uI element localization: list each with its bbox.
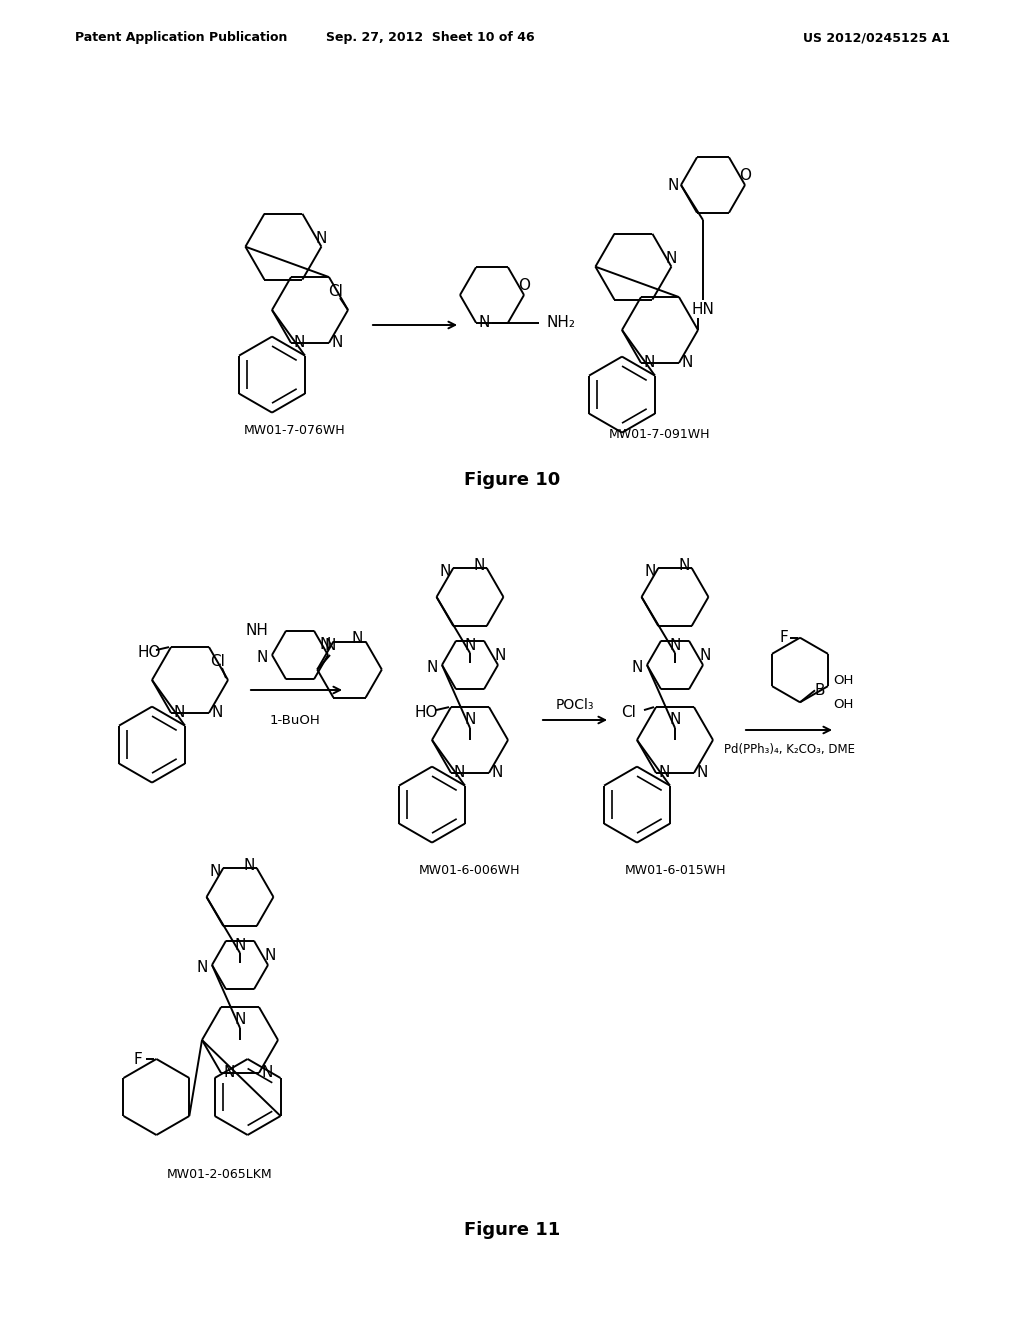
Text: N: N [352, 631, 364, 645]
Text: N: N [293, 335, 305, 350]
Text: N: N [197, 960, 208, 974]
Text: N: N [439, 564, 451, 578]
Text: HN: HN [691, 302, 715, 318]
Text: N: N [261, 1065, 272, 1080]
Text: F: F [134, 1052, 142, 1067]
Text: N: N [696, 766, 708, 780]
Text: N: N [223, 1065, 234, 1080]
Text: O: O [518, 277, 530, 293]
Text: Cl: Cl [622, 705, 636, 719]
Text: Patent Application Publication: Patent Application Publication [75, 32, 288, 45]
Text: N: N [332, 335, 343, 350]
Text: N: N [666, 251, 677, 267]
Text: OH: OH [833, 673, 853, 686]
Text: N: N [681, 355, 692, 371]
Text: MW01-6-006WH: MW01-6-006WH [419, 863, 521, 876]
Text: N: N [264, 948, 275, 962]
Text: N: N [426, 660, 437, 675]
Text: N: N [211, 705, 222, 721]
Text: MW01-6-015WH: MW01-6-015WH [625, 863, 726, 876]
Text: POCl₃: POCl₃ [556, 698, 594, 711]
Text: N: N [173, 705, 184, 721]
Text: Sep. 27, 2012  Sheet 10 of 46: Sep. 27, 2012 Sheet 10 of 46 [326, 32, 535, 45]
Text: NH₂: NH₂ [547, 315, 575, 330]
Text: N: N [464, 713, 476, 727]
Text: Cl: Cl [211, 655, 225, 669]
Text: N: N [234, 937, 246, 953]
Text: MW01-2-065LKM: MW01-2-065LKM [167, 1168, 272, 1181]
Text: N: N [670, 638, 681, 652]
Text: N: N [319, 638, 331, 652]
Text: N: N [668, 177, 679, 193]
Text: 1-BuOH: 1-BuOH [269, 714, 321, 726]
Text: B: B [815, 682, 825, 698]
Text: N: N [699, 648, 711, 663]
Text: N: N [632, 660, 643, 675]
Text: N: N [644, 564, 656, 578]
Text: MW01-7-076WH: MW01-7-076WH [244, 424, 346, 437]
Text: N: N [464, 638, 476, 652]
Text: N: N [243, 858, 254, 873]
Text: N: N [325, 638, 336, 652]
Text: Pd(PPh₃)₄, K₂CO₃, DME: Pd(PPh₃)₄, K₂CO₃, DME [725, 743, 855, 756]
Text: MW01-7-091WH: MW01-7-091WH [609, 429, 711, 441]
Text: N: N [678, 557, 689, 573]
Text: N: N [473, 557, 484, 573]
Text: N: N [495, 648, 506, 663]
Text: Cl: Cl [329, 285, 343, 300]
Text: O: O [739, 168, 751, 182]
Text: N: N [492, 766, 503, 780]
Text: N: N [658, 766, 670, 780]
Text: US 2012/0245125 A1: US 2012/0245125 A1 [803, 32, 950, 45]
Text: N: N [643, 355, 654, 371]
Text: Figure 11: Figure 11 [464, 1221, 560, 1239]
Text: HO: HO [137, 644, 161, 660]
Text: N: N [315, 231, 327, 247]
Text: N: N [234, 1012, 246, 1027]
Text: N: N [256, 649, 267, 664]
Text: N: N [478, 315, 489, 330]
Text: N: N [454, 766, 465, 780]
Text: OH: OH [833, 698, 853, 710]
Text: Figure 10: Figure 10 [464, 471, 560, 488]
Text: N: N [670, 713, 681, 727]
Text: N: N [210, 863, 221, 879]
Text: HO: HO [415, 705, 437, 719]
Text: F: F [779, 630, 788, 645]
Text: NH: NH [245, 623, 268, 639]
